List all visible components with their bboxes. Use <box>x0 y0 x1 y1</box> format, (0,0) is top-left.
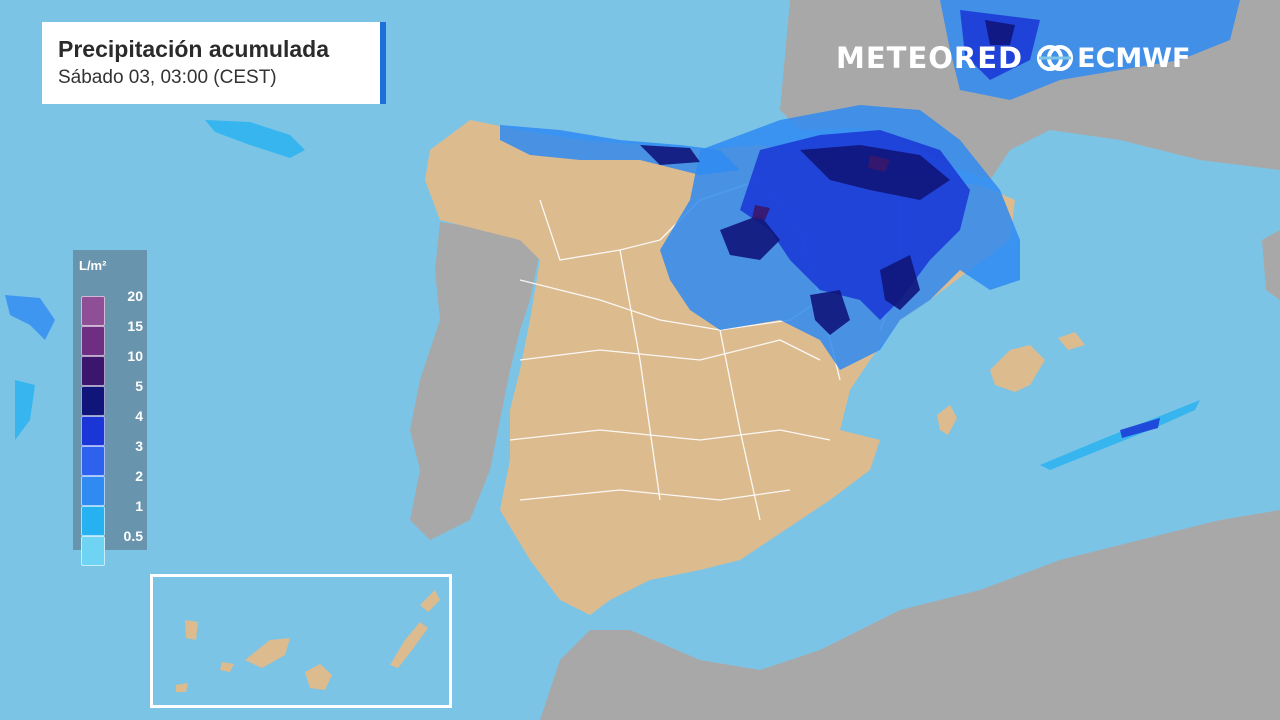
legend-swatch <box>81 326 105 356</box>
legend-value: 15 <box>127 318 143 334</box>
meteored-logo: METEORED <box>836 41 1024 75</box>
legend-color-bar <box>81 296 105 566</box>
legend-unit: L/m² <box>79 258 107 273</box>
legend-swatch <box>81 296 105 326</box>
legend-swatch <box>81 386 105 416</box>
canary-islands-frame <box>150 574 452 708</box>
legend-values: 20 15 10 5 4 3 2 1 0.5 <box>109 288 143 558</box>
legend-value: 0.5 <box>123 528 143 544</box>
italy-islands-land <box>1262 230 1280 300</box>
legend-value: 5 <box>135 378 143 394</box>
portugal-land <box>410 222 540 540</box>
ibiza-land <box>937 405 957 435</box>
precipitation-legend: L/m² 20 15 10 5 4 3 2 1 0.5 <box>73 250 147 566</box>
brand-logos: METEORED ECMWF <box>836 38 1191 78</box>
legend-swatch <box>81 416 105 446</box>
legend-swatch <box>81 476 105 506</box>
legend-value: 20 <box>127 288 143 304</box>
canary-islands-inset <box>176 590 440 692</box>
legend-swatch <box>81 536 105 566</box>
menorca-land <box>1058 332 1085 350</box>
legend-value: 4 <box>135 408 143 424</box>
legend-value: 1 <box>135 498 143 514</box>
legend-swatch <box>81 446 105 476</box>
legend-value: 2 <box>135 468 143 484</box>
legend-swatch <box>81 356 105 386</box>
map-subtitle: Sábado 03, 03:00 (CEST) <box>58 67 277 88</box>
africa-land <box>540 510 1280 720</box>
legend-swatch <box>81 506 105 536</box>
precipitation-layer <box>5 0 1240 470</box>
ecmwf-logo: ECMWF <box>1077 42 1191 74</box>
mallorca-land <box>990 345 1045 392</box>
ecmwf-logo-icon <box>1037 45 1074 71</box>
map-title: Precipitación acumulada <box>58 36 329 62</box>
title-panel: Precipitación acumulada Sábado 03, 03:00… <box>42 22 386 104</box>
legend-value: 3 <box>135 438 143 454</box>
legend-value: 10 <box>127 348 143 364</box>
